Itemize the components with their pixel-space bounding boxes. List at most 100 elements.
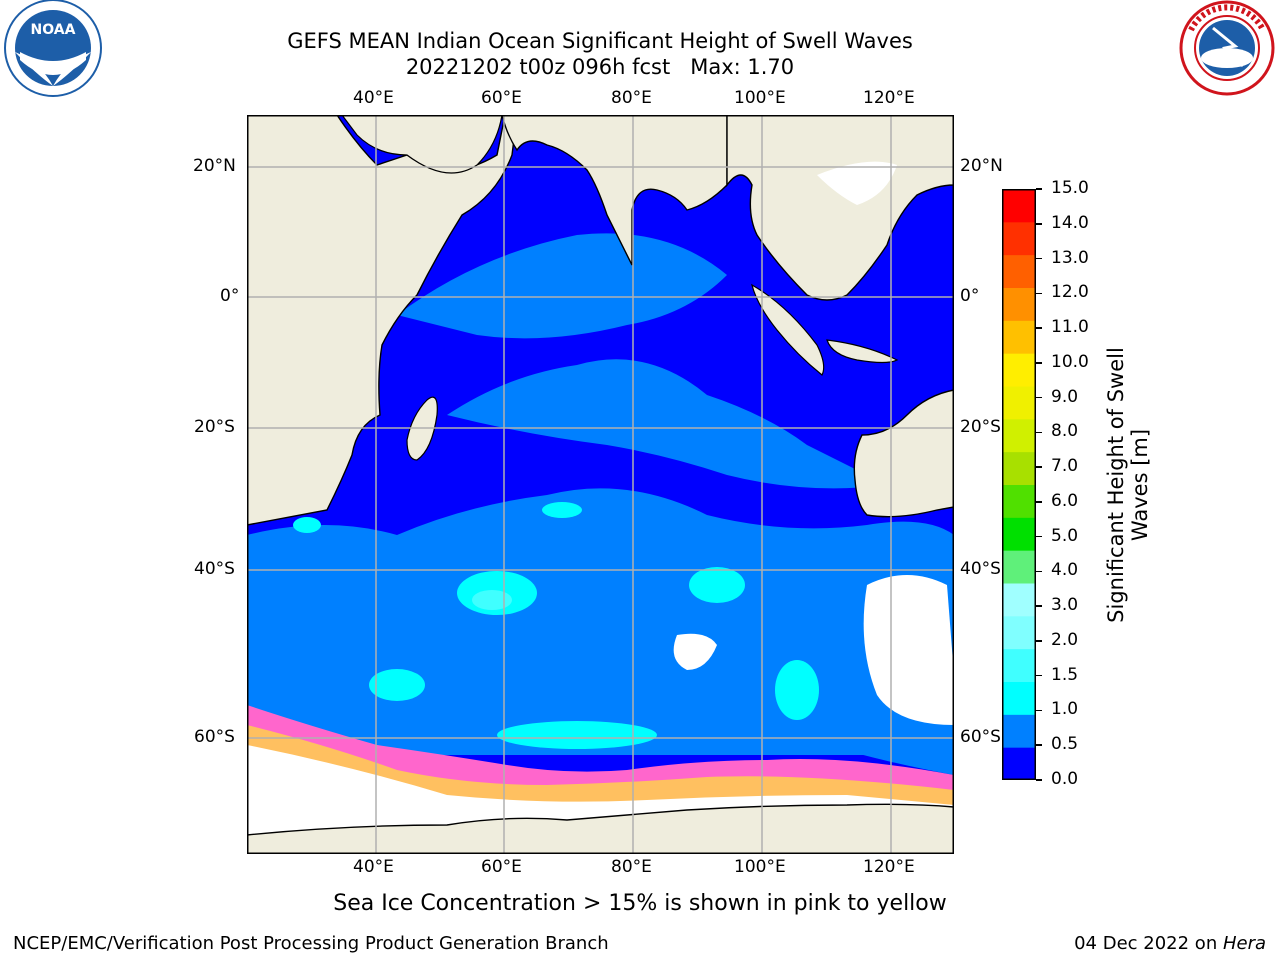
colorbar-segment bbox=[1002, 681, 1036, 715]
map-area bbox=[246, 114, 955, 855]
lat-tick-left-3: 20°S bbox=[194, 417, 235, 437]
swell-zone-mid-arabian bbox=[397, 233, 727, 339]
colorbar-tick-mark bbox=[1036, 362, 1042, 364]
colorbar-tick-label: 11.0 bbox=[1051, 317, 1089, 338]
colorbar-segment bbox=[1002, 386, 1036, 420]
lon-tick-bottom-3: 80°E bbox=[611, 857, 652, 877]
colorbar-segment bbox=[1002, 747, 1036, 781]
colorbar-label-line2: Waves [m] bbox=[1128, 428, 1152, 542]
colorbar-tick-label: 3.0 bbox=[1051, 595, 1079, 616]
colorbar-tick-mark bbox=[1036, 605, 1042, 607]
land-java bbox=[826, 339, 899, 364]
colorbar-tick-mark bbox=[1036, 466, 1042, 468]
nws-logo bbox=[1175, 0, 1280, 100]
colorbar-tick-label: 4.0 bbox=[1051, 560, 1079, 581]
colorbar-tick-label: 2.0 bbox=[1051, 629, 1079, 650]
colorbar-tick-label: 0.0 bbox=[1051, 769, 1079, 789]
lon-tick-top-5: 120°E bbox=[863, 88, 915, 108]
colorbar-tick-mark bbox=[1036, 223, 1042, 225]
colorbar-segment bbox=[1002, 353, 1036, 387]
lat-tick-left-2: 0° bbox=[220, 286, 240, 306]
colorbar-tick-mark bbox=[1036, 535, 1042, 538]
land-se-asia bbox=[726, 114, 955, 301]
swell-patch-higher bbox=[472, 590, 512, 610]
swell-patch-high-7 bbox=[293, 517, 321, 533]
lon-tick-top-1: 40°E bbox=[353, 88, 394, 108]
colorbar-tick-mark bbox=[1036, 327, 1042, 329]
colorbar-tick-mark bbox=[1036, 257, 1042, 260]
colorbar-segment bbox=[1002, 648, 1036, 682]
noaa-logo: NOAA bbox=[0, 0, 110, 100]
colorbar-tick-label: 14.0 bbox=[1051, 212, 1089, 233]
noaa-logo-text: NOAA bbox=[31, 22, 76, 38]
swell-patch-high-3 bbox=[775, 660, 819, 720]
colorbar-border bbox=[1002, 189, 1036, 780]
colorbar-tick-label: 5.0 bbox=[1051, 525, 1079, 546]
footer-machine: Hera bbox=[1222, 933, 1266, 954]
footer-date: 04 Dec 2022 on bbox=[1074, 933, 1223, 954]
colorbar-tick-label: 10.0 bbox=[1051, 351, 1089, 372]
colorbar-tick-mark bbox=[1036, 640, 1042, 642]
lat-tick-right-4: 40°S bbox=[960, 559, 1001, 579]
swell-patch-high-6 bbox=[542, 502, 582, 518]
colorbar-segment bbox=[1002, 615, 1036, 650]
land-india bbox=[501, 114, 728, 266]
colorbar-tick-mark bbox=[1036, 779, 1042, 781]
map-border bbox=[247, 115, 954, 854]
lon-tick-bottom-4: 100°E bbox=[734, 857, 786, 877]
map-title: GEFS MEAN Indian Ocean Significant Heigh… bbox=[287, 29, 913, 53]
colorbar-tick-label: 1.0 bbox=[1051, 699, 1079, 720]
colorbar-label-line1: Significant Height of Swell bbox=[1104, 347, 1128, 623]
lon-tick-bottom-2: 60°E bbox=[481, 857, 522, 877]
land-sumatra bbox=[751, 283, 825, 376]
colorbar-tick-mark bbox=[1036, 744, 1042, 746]
colorbar-segment bbox=[1002, 517, 1036, 551]
swell-patch-high-4 bbox=[369, 669, 425, 701]
sea-ice-caption: Sea Ice Concentration > 15% is shown in … bbox=[333, 891, 947, 916]
sea-ice-yellow bbox=[247, 725, 954, 805]
land-australia bbox=[853, 389, 955, 518]
lon-tick-top-4: 100°E bbox=[734, 88, 786, 108]
colorbar-tick-label: 9.0 bbox=[1051, 386, 1079, 407]
lat-tick-right-2: 0° bbox=[960, 286, 980, 306]
lat-tick-right-1: 20°N bbox=[960, 156, 1003, 176]
colorbar-segment bbox=[1002, 550, 1036, 584]
colorbar-segment bbox=[1002, 287, 1036, 321]
land-antarctica bbox=[246, 803, 955, 855]
swell-zone-south bbox=[247, 607, 954, 755]
lon-tick-bottom-1: 40°E bbox=[353, 857, 394, 877]
colorbar-tick-mark bbox=[1036, 188, 1042, 190]
colorbar-tick-label: 6.0 bbox=[1051, 490, 1079, 511]
lat-tick-left-4: 40°S bbox=[194, 559, 235, 579]
footer-right: 04 Dec 2022 on Hera bbox=[1074, 933, 1266, 954]
colorbar-segment bbox=[1002, 320, 1036, 354]
lat-tick-left-1: 20°N bbox=[193, 156, 236, 176]
swell-patch-high-5 bbox=[497, 721, 657, 749]
colorbar-segment bbox=[1002, 451, 1036, 485]
map-subtitle: 20221202 t00z 096h fcst Max: 1.70 bbox=[405, 55, 795, 79]
colorbar-segment bbox=[1002, 221, 1036, 256]
colorbar-tick-label: 8.0 bbox=[1051, 421, 1079, 442]
nodata-kerguelen bbox=[673, 633, 717, 670]
colorbar-segment bbox=[1002, 189, 1036, 223]
lon-tick-bottom-5: 120°E bbox=[863, 857, 915, 877]
gridlines bbox=[247, 115, 954, 854]
colorbar-tick-mark bbox=[1036, 674, 1042, 677]
swell-patch-high-2 bbox=[689, 567, 745, 603]
nodata-australia-south bbox=[863, 575, 954, 725]
colorbar-segment bbox=[1002, 418, 1036, 453]
colorbar-segment bbox=[1002, 484, 1036, 518]
lat-tick-left-5: 60°S bbox=[194, 727, 235, 747]
lat-tick-right-5: 60°S bbox=[960, 727, 1001, 747]
colorbar-tick-mark bbox=[1036, 709, 1042, 712]
colorbar-tick-mark bbox=[1036, 396, 1042, 399]
swell-zone-mid-north bbox=[447, 359, 887, 489]
colorbar bbox=[1002, 189, 1036, 781]
colorbar-segment bbox=[1002, 254, 1036, 288]
lon-tick-top-2: 60°E bbox=[481, 88, 522, 108]
lon-tick-top-3: 80°E bbox=[611, 88, 652, 108]
colorbar-tick-mark bbox=[1036, 292, 1042, 295]
colorbar-tick-mark bbox=[1036, 570, 1042, 573]
colorbar-ticks: 0.0 0.5 1.0 1.5 2.0 3.0 4.0 5.0 6.0 7.0 8.0 9.0 10.0… bbox=[1036, 178, 1106, 789]
nodata-se-asia bbox=[817, 161, 897, 205]
